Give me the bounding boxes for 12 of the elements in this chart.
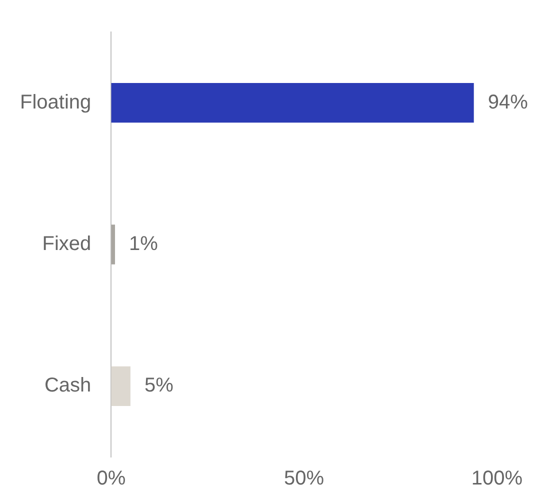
data-label: 1% bbox=[129, 233, 158, 256]
bar bbox=[111, 366, 130, 406]
data-label: 5% bbox=[144, 374, 174, 397]
x-tick-label: 50% bbox=[284, 468, 324, 490]
y-tick-label: Floating bbox=[20, 91, 92, 114]
bar bbox=[111, 83, 474, 123]
x-tick-label: 0% bbox=[96, 468, 126, 490]
bar bbox=[111, 224, 116, 264]
data-label: 94% bbox=[488, 91, 528, 114]
x-tick-label: 100% bbox=[471, 468, 523, 490]
y-tick-label: Fixed bbox=[42, 233, 92, 256]
y-tick-label: Cash bbox=[44, 374, 92, 397]
